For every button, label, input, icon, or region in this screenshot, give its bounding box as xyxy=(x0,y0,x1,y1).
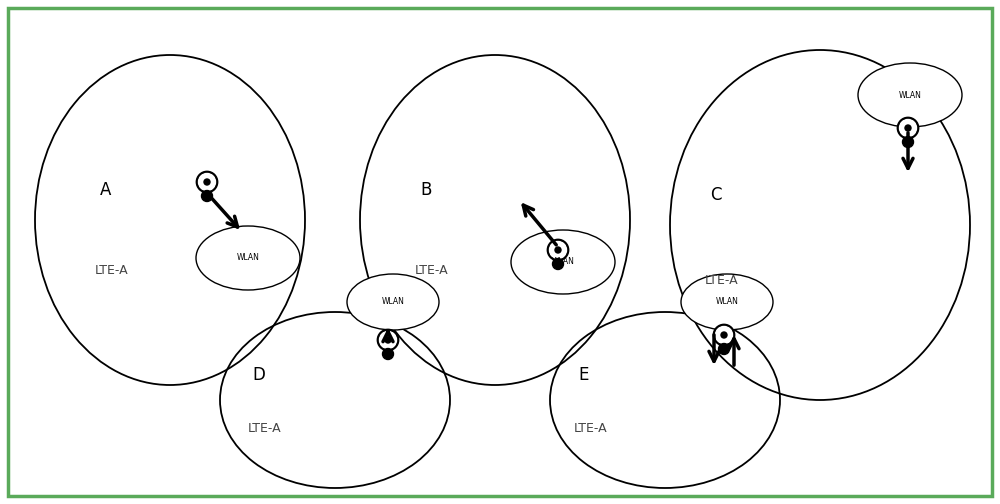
Circle shape xyxy=(385,337,391,343)
Text: LTE-A: LTE-A xyxy=(248,421,282,434)
Text: C: C xyxy=(710,186,722,204)
Text: WLAN: WLAN xyxy=(237,254,259,263)
Circle shape xyxy=(382,348,394,359)
Circle shape xyxy=(552,259,564,270)
Ellipse shape xyxy=(347,274,439,330)
Ellipse shape xyxy=(511,230,615,294)
Circle shape xyxy=(198,173,216,191)
Ellipse shape xyxy=(196,226,300,290)
Circle shape xyxy=(905,125,911,131)
Text: LTE-A: LTE-A xyxy=(95,264,129,277)
Text: D: D xyxy=(252,366,265,384)
Text: WLAN: WLAN xyxy=(552,258,574,267)
Text: LTE-A: LTE-A xyxy=(705,274,739,286)
Text: B: B xyxy=(420,181,431,199)
Circle shape xyxy=(900,119,916,137)
Circle shape xyxy=(716,327,732,344)
Circle shape xyxy=(380,332,396,348)
Text: A: A xyxy=(100,181,111,199)
Text: WLAN: WLAN xyxy=(382,297,404,306)
Circle shape xyxy=(555,247,561,253)
Circle shape xyxy=(718,344,730,354)
Text: LTE-A: LTE-A xyxy=(415,264,449,277)
Circle shape xyxy=(202,191,212,202)
Text: WLAN: WLAN xyxy=(716,297,738,306)
Text: LTE-A: LTE-A xyxy=(574,421,608,434)
Circle shape xyxy=(204,179,210,185)
Circle shape xyxy=(902,137,914,148)
Circle shape xyxy=(550,241,566,259)
Circle shape xyxy=(721,332,727,338)
Text: WLAN: WLAN xyxy=(899,91,921,99)
Ellipse shape xyxy=(681,274,773,330)
Ellipse shape xyxy=(858,63,962,127)
Text: E: E xyxy=(578,366,588,384)
